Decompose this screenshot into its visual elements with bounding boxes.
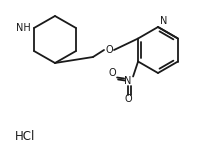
Text: N: N bbox=[159, 16, 167, 26]
Text: N: N bbox=[124, 76, 131, 87]
Text: HCl: HCl bbox=[15, 130, 35, 143]
Text: O: O bbox=[124, 94, 131, 103]
Text: NH: NH bbox=[16, 23, 31, 33]
Text: O: O bbox=[108, 68, 115, 78]
Text: O: O bbox=[105, 45, 112, 55]
